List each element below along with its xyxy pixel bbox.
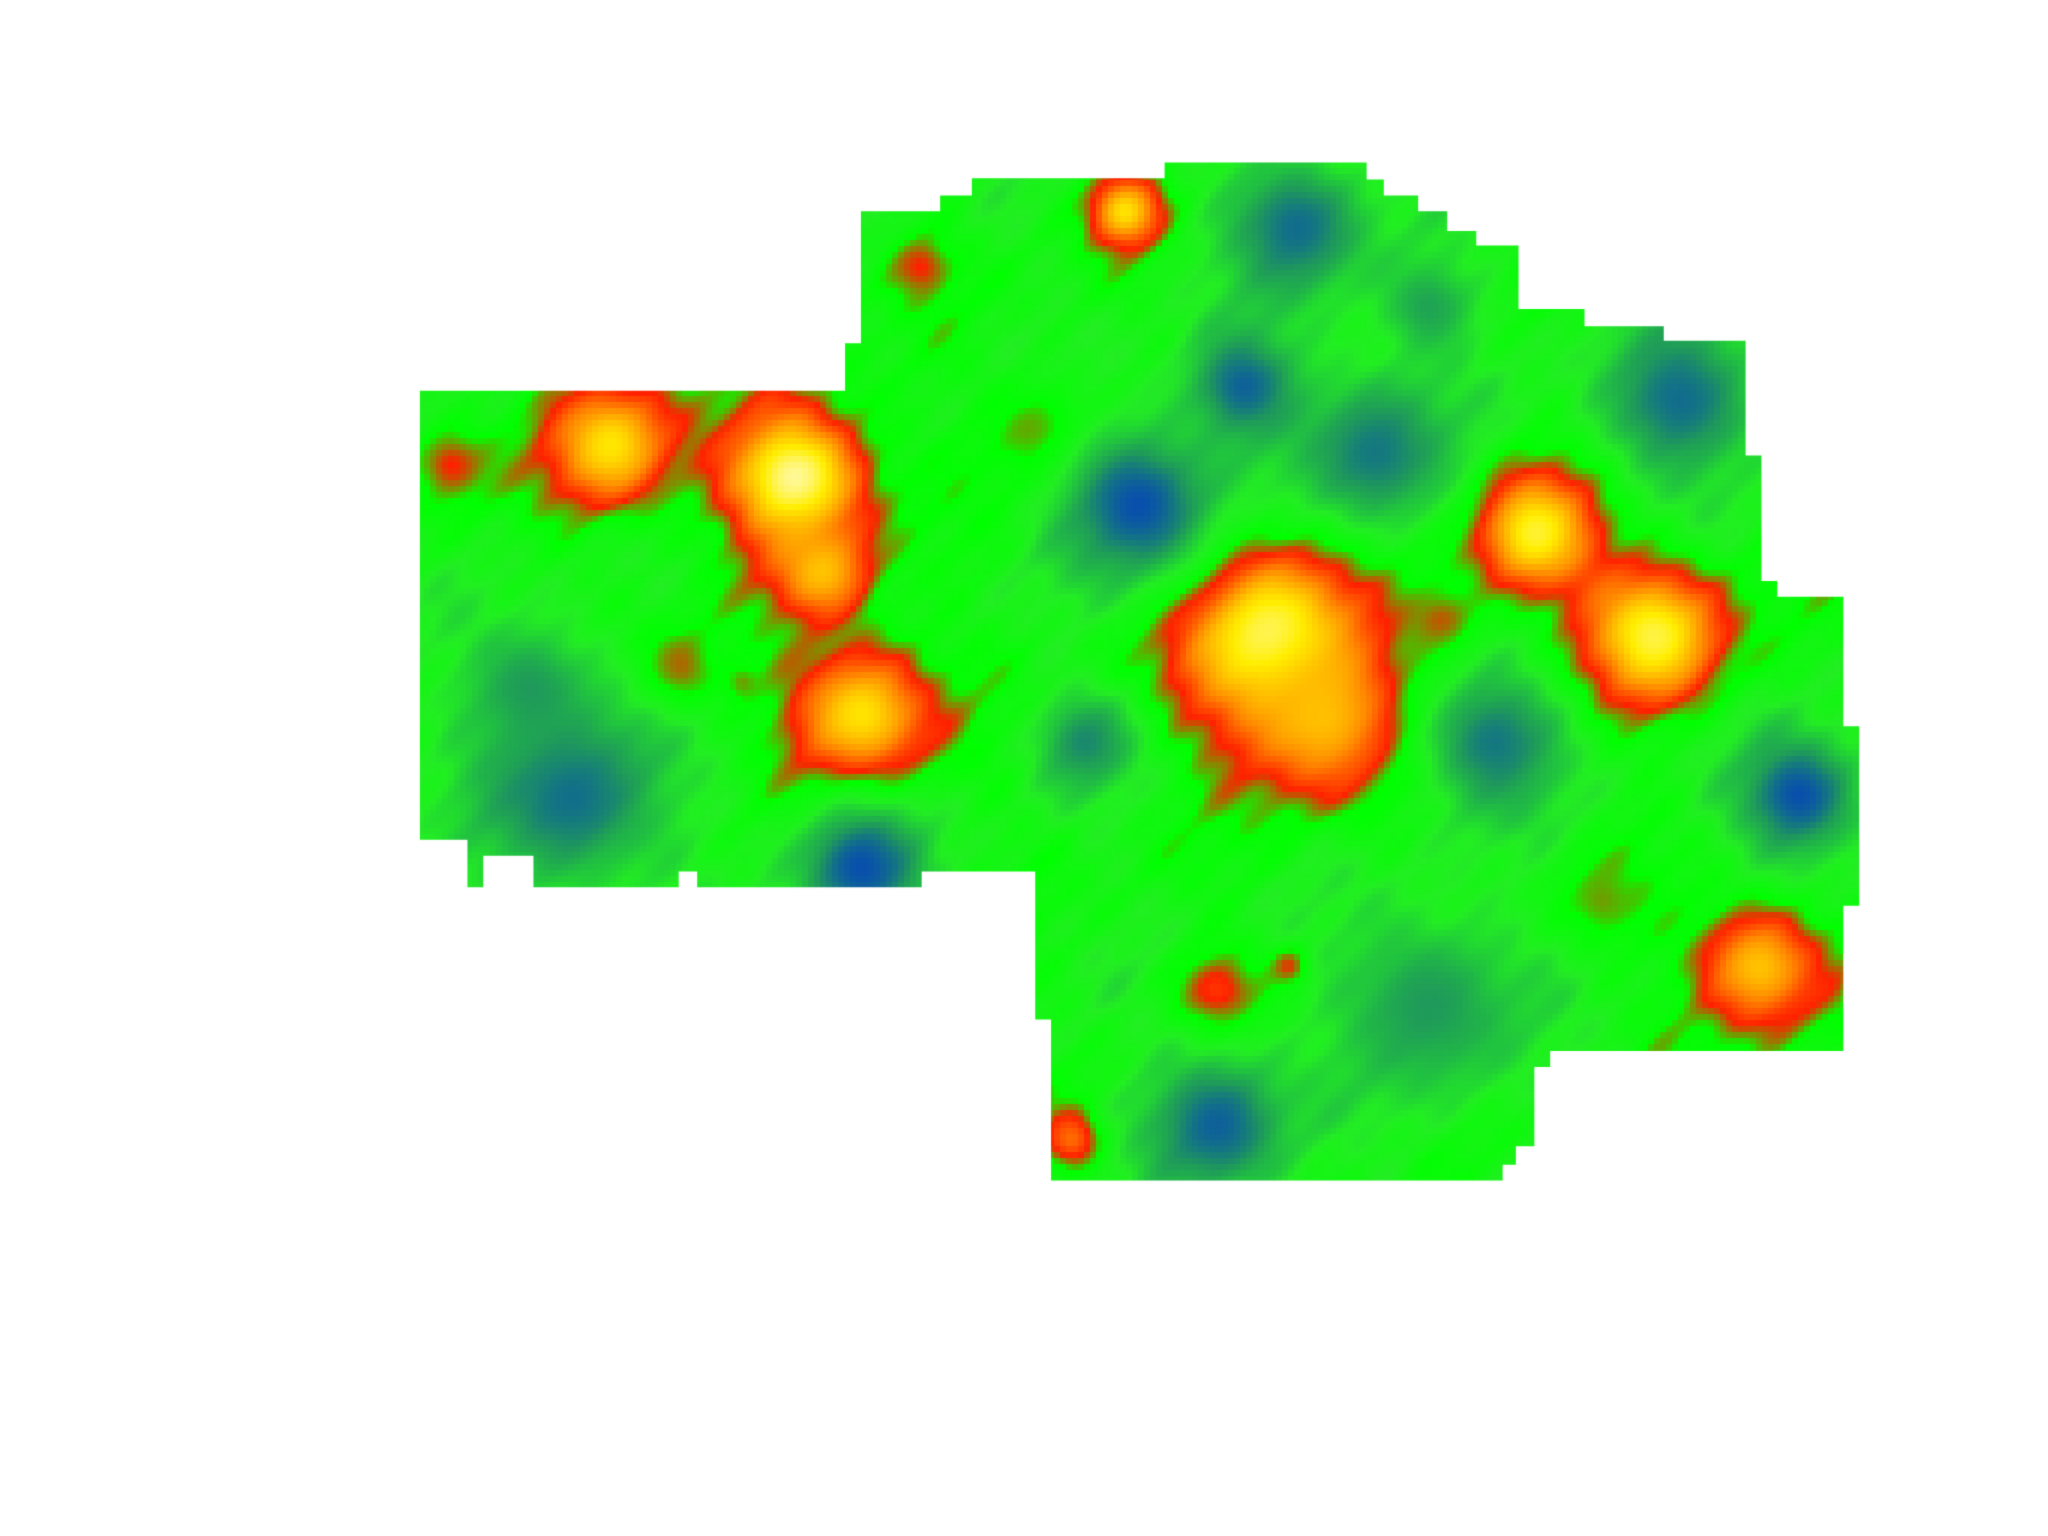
- heatmap-canvas: [0, 0, 2048, 1536]
